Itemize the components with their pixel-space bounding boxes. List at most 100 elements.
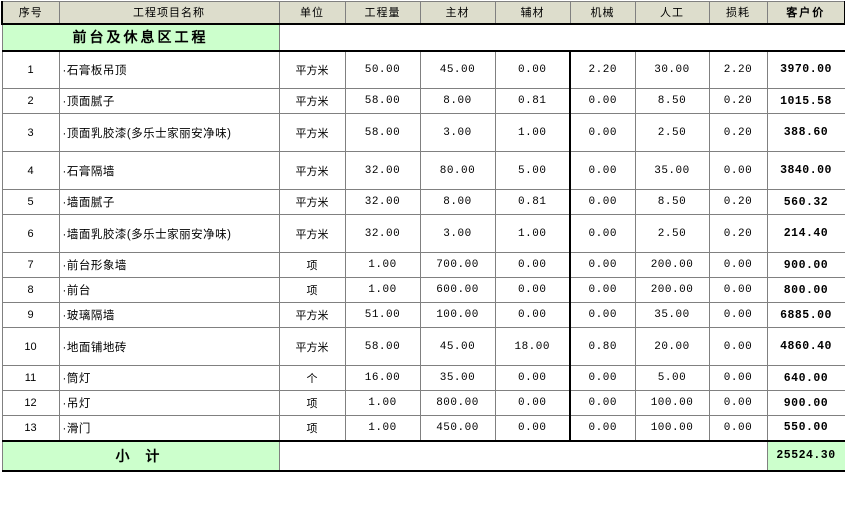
row-item-name-cell[interactable]: ·前台 bbox=[58, 277, 280, 303]
column-header-machinery[interactable]: 机械 bbox=[569, 1, 636, 24]
row-machinery-cell[interactable]: 0.00 bbox=[569, 277, 636, 303]
row-quantity-cell[interactable]: 58.00 bbox=[344, 327, 421, 366]
row-customer-price-cell[interactable]: 560.32 bbox=[766, 189, 845, 215]
row-aux-material-cell[interactable]: 0.81 bbox=[494, 189, 571, 215]
row-customer-price-cell[interactable]: 800.00 bbox=[766, 277, 845, 303]
row-quantity-cell[interactable]: 58.00 bbox=[344, 113, 421, 152]
row-labor-cell[interactable]: 8.50 bbox=[634, 189, 710, 215]
row-unit-cell[interactable]: 平方米 bbox=[278, 50, 346, 89]
row-item-name-cell[interactable]: ·吊灯 bbox=[58, 390, 280, 416]
row-item-name-cell[interactable]: ·墙面腻子 bbox=[58, 189, 280, 215]
row-main-material-cell[interactable]: 600.00 bbox=[419, 277, 496, 303]
row-unit-cell[interactable]: 项 bbox=[278, 415, 346, 441]
row-unit-cell[interactable]: 平方米 bbox=[278, 189, 346, 215]
row-machinery-cell[interactable]: 0.00 bbox=[569, 415, 636, 441]
row-item-name-cell[interactable]: ·顶面乳胶漆(多乐士家丽安净味) bbox=[58, 113, 280, 152]
row-quantity-cell[interactable]: 1.00 bbox=[344, 390, 421, 416]
column-header-customer-price[interactable]: 客户价 bbox=[766, 1, 845, 24]
row-customer-price-cell[interactable]: 900.00 bbox=[766, 252, 845, 278]
row-main-material-cell[interactable]: 8.00 bbox=[419, 189, 496, 215]
row-aux-material-cell[interactable]: 0.00 bbox=[494, 415, 571, 441]
row-machinery-cell[interactable]: 0.00 bbox=[569, 252, 636, 278]
row-index-cell[interactable]: 2 bbox=[1, 88, 60, 114]
row-machinery-cell[interactable]: 0.80 bbox=[569, 327, 636, 366]
row-aux-material-cell[interactable]: 5.00 bbox=[494, 151, 571, 190]
row-main-material-cell[interactable]: 100.00 bbox=[419, 302, 496, 328]
row-item-name-cell[interactable]: ·墙面乳胶漆(多乐士家丽安净味) bbox=[58, 214, 280, 253]
row-labor-cell[interactable]: 30.00 bbox=[634, 50, 710, 89]
row-aux-material-cell[interactable]: 0.00 bbox=[494, 277, 571, 303]
row-quantity-cell[interactable]: 32.00 bbox=[344, 151, 421, 190]
row-main-material-cell[interactable]: 45.00 bbox=[419, 50, 496, 89]
column-header-unit[interactable]: 单位 bbox=[278, 1, 346, 24]
row-loss-cell[interactable]: 0.20 bbox=[708, 214, 768, 253]
row-main-material-cell[interactable]: 80.00 bbox=[419, 151, 496, 190]
row-labor-cell[interactable]: 2.50 bbox=[634, 214, 710, 253]
row-index-cell[interactable]: 6 bbox=[1, 214, 60, 253]
row-machinery-cell[interactable]: 0.00 bbox=[569, 390, 636, 416]
row-labor-cell[interactable]: 5.00 bbox=[634, 365, 710, 391]
row-labor-cell[interactable]: 35.00 bbox=[634, 151, 710, 190]
row-labor-cell[interactable]: 200.00 bbox=[634, 252, 710, 278]
row-quantity-cell[interactable]: 1.00 bbox=[344, 252, 421, 278]
row-index-cell[interactable]: 12 bbox=[1, 390, 60, 416]
row-loss-cell[interactable]: 0.00 bbox=[708, 415, 768, 441]
row-unit-cell[interactable]: 平方米 bbox=[278, 214, 346, 253]
row-machinery-cell[interactable]: 0.00 bbox=[569, 88, 636, 114]
row-item-name-cell[interactable]: ·滑门 bbox=[58, 415, 280, 441]
column-header-quantity[interactable]: 工程量 bbox=[344, 1, 421, 24]
row-aux-material-cell[interactable]: 0.00 bbox=[494, 365, 571, 391]
row-item-name-cell[interactable]: ·顶面腻子 bbox=[58, 88, 280, 114]
row-machinery-cell[interactable]: 0.00 bbox=[569, 302, 636, 328]
row-aux-material-cell[interactable]: 1.00 bbox=[494, 113, 571, 152]
row-item-name-cell[interactable]: ·玻璃隔墙 bbox=[58, 302, 280, 328]
row-index-cell[interactable]: 10 bbox=[1, 327, 60, 366]
row-loss-cell[interactable]: 0.20 bbox=[708, 189, 768, 215]
row-loss-cell[interactable]: 0.00 bbox=[708, 365, 768, 391]
row-loss-cell[interactable]: 0.20 bbox=[708, 113, 768, 152]
row-quantity-cell[interactable]: 51.00 bbox=[344, 302, 421, 328]
row-aux-material-cell[interactable]: 0.00 bbox=[494, 50, 571, 89]
row-index-cell[interactable]: 1 bbox=[1, 50, 60, 89]
row-index-cell[interactable]: 11 bbox=[1, 365, 60, 391]
row-main-material-cell[interactable]: 800.00 bbox=[419, 390, 496, 416]
row-quantity-cell[interactable]: 32.00 bbox=[344, 214, 421, 253]
row-quantity-cell[interactable]: 16.00 bbox=[344, 365, 421, 391]
row-customer-price-cell[interactable]: 3970.00 bbox=[766, 50, 845, 89]
column-header-main-material[interactable]: 主材 bbox=[419, 1, 496, 24]
row-quantity-cell[interactable]: 58.00 bbox=[344, 88, 421, 114]
row-aux-material-cell[interactable]: 0.81 bbox=[494, 88, 571, 114]
row-customer-price-cell[interactable]: 4860.40 bbox=[766, 327, 845, 366]
row-unit-cell[interactable]: 平方米 bbox=[278, 302, 346, 328]
row-unit-cell[interactable]: 项 bbox=[278, 277, 346, 303]
row-aux-material-cell[interactable]: 0.00 bbox=[494, 302, 571, 328]
row-quantity-cell[interactable]: 32.00 bbox=[344, 189, 421, 215]
row-loss-cell[interactable]: 2.20 bbox=[708, 50, 768, 89]
row-index-cell[interactable]: 7 bbox=[1, 252, 60, 278]
row-aux-material-cell[interactable]: 1.00 bbox=[494, 214, 571, 253]
column-header-item-name[interactable]: 工程项目名称 bbox=[58, 1, 280, 24]
row-main-material-cell[interactable]: 700.00 bbox=[419, 252, 496, 278]
row-item-name-cell[interactable]: ·前台形象墙 bbox=[58, 252, 280, 278]
row-loss-cell[interactable]: 0.00 bbox=[708, 252, 768, 278]
row-machinery-cell[interactable]: 0.00 bbox=[569, 189, 636, 215]
row-aux-material-cell[interactable]: 0.00 bbox=[494, 252, 571, 278]
row-labor-cell[interactable]: 20.00 bbox=[634, 327, 710, 366]
row-customer-price-cell[interactable]: 3840.00 bbox=[766, 151, 845, 190]
row-loss-cell[interactable]: 0.00 bbox=[708, 302, 768, 328]
row-unit-cell[interactable]: 项 bbox=[278, 390, 346, 416]
row-loss-cell[interactable]: 0.00 bbox=[708, 151, 768, 190]
row-customer-price-cell[interactable]: 640.00 bbox=[766, 365, 845, 391]
row-machinery-cell[interactable]: 0.00 bbox=[569, 151, 636, 190]
row-labor-cell[interactable]: 8.50 bbox=[634, 88, 710, 114]
row-item-name-cell[interactable]: ·筒灯 bbox=[58, 365, 280, 391]
row-machinery-cell[interactable]: 0.00 bbox=[569, 214, 636, 253]
column-header-aux-material[interactable]: 辅材 bbox=[494, 1, 571, 24]
row-main-material-cell[interactable]: 450.00 bbox=[419, 415, 496, 441]
row-index-cell[interactable]: 8 bbox=[1, 277, 60, 303]
row-item-name-cell[interactable]: ·地面铺地砖 bbox=[58, 327, 280, 366]
row-customer-price-cell[interactable]: 388.60 bbox=[766, 113, 845, 152]
row-main-material-cell[interactable]: 3.00 bbox=[419, 214, 496, 253]
row-aux-material-cell[interactable]: 18.00 bbox=[494, 327, 571, 366]
row-quantity-cell[interactable]: 50.00 bbox=[344, 50, 421, 89]
